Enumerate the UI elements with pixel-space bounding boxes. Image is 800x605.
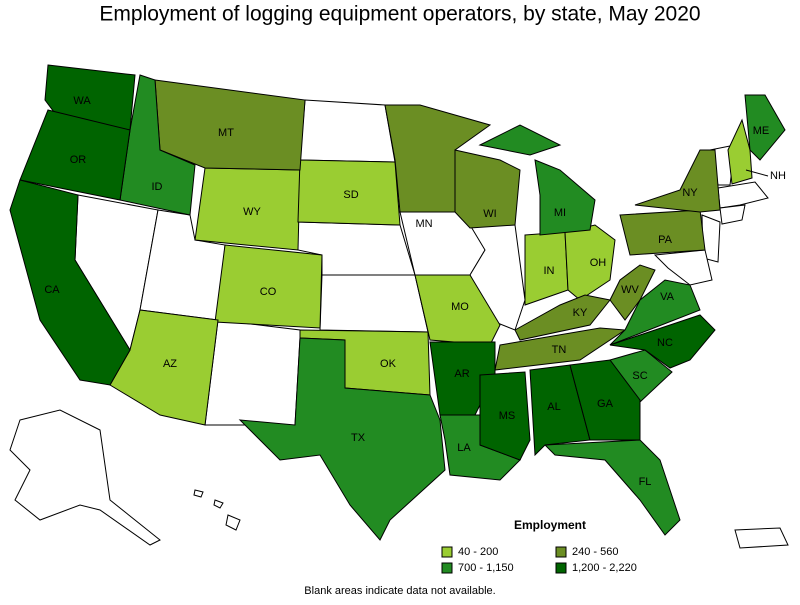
legend-label: 240 - 560 bbox=[572, 546, 618, 558]
state-blank bbox=[299, 99, 396, 163]
state-blank bbox=[204, 319, 301, 426]
states: WY SD CO AZ IN OH MO OK NH MT MN WI TN KY WV PA NY ID MI TX… bbox=[9, 64, 786, 541]
state-label: OH bbox=[590, 257, 607, 269]
state-shape bbox=[494, 327, 627, 371]
state-blank bbox=[719, 204, 746, 225]
state-label: MS bbox=[499, 410, 516, 422]
state-label: ID bbox=[152, 181, 163, 193]
state-shape bbox=[19, 109, 131, 201]
state-label: OK bbox=[380, 358, 397, 370]
state-shape bbox=[214, 244, 323, 329]
legend-label: 40 - 200 bbox=[458, 546, 498, 558]
state-label: MI bbox=[554, 207, 566, 219]
legend-swatch bbox=[441, 546, 453, 558]
hawaii bbox=[193, 489, 241, 531]
state-label: AR bbox=[454, 368, 469, 380]
state-label: ME bbox=[753, 125, 770, 137]
state-label: TX bbox=[351, 432, 366, 444]
alaska bbox=[9, 409, 161, 546]
state-label: CA bbox=[44, 284, 60, 296]
state-label: MO bbox=[451, 301, 469, 313]
state-label: LA bbox=[457, 442, 471, 454]
state-shape bbox=[297, 159, 401, 226]
state-label: NC bbox=[657, 337, 673, 349]
state-label: MN bbox=[415, 218, 432, 230]
state-shape bbox=[543, 439, 681, 536]
state-label: SD bbox=[343, 189, 358, 201]
state-shape bbox=[609, 264, 656, 321]
state-label: AZ bbox=[163, 358, 177, 370]
state-shape bbox=[744, 94, 786, 161]
state-label: FL bbox=[639, 476, 652, 488]
state-label: TN bbox=[552, 344, 567, 356]
state-label: MT bbox=[218, 127, 234, 139]
state-shape bbox=[454, 149, 521, 229]
state-label: WA bbox=[73, 95, 91, 107]
legend-title: Employment bbox=[514, 518, 586, 532]
state-shape bbox=[414, 274, 501, 346]
state-shape bbox=[727, 118, 753, 185]
state-shape bbox=[529, 364, 591, 457]
state-shape bbox=[154, 79, 306, 171]
state-label: NH bbox=[770, 170, 786, 182]
state-shape bbox=[238, 337, 446, 541]
state-label: VA bbox=[660, 291, 675, 303]
state-label: KY bbox=[573, 307, 588, 319]
legend-label: 700 - 1,150 bbox=[458, 562, 514, 574]
legend-label: 1,200 - 2,220 bbox=[572, 562, 637, 574]
state-label: WY bbox=[243, 206, 261, 218]
legend-swatch bbox=[555, 562, 567, 574]
state-shape bbox=[619, 209, 706, 256]
state-label: AL bbox=[547, 401, 560, 413]
state-shape bbox=[634, 149, 721, 213]
state-label: OR bbox=[70, 154, 87, 166]
map-title: Employment of logging equipment operator… bbox=[99, 3, 700, 26]
state-shape bbox=[9, 179, 131, 386]
state-shape bbox=[609, 314, 716, 369]
state-blank bbox=[653, 249, 713, 286]
legend-swatch bbox=[555, 546, 567, 558]
state-label: SC bbox=[632, 370, 647, 382]
state-label: NY bbox=[682, 187, 698, 199]
state-shape bbox=[569, 359, 641, 441]
state-blank bbox=[717, 181, 769, 209]
state-label: CO bbox=[260, 286, 277, 298]
state-shape bbox=[478, 124, 596, 236]
state-shape bbox=[564, 224, 616, 301]
legend: 40 - 200 240 - 560 700 - 1,150 1,200 - 2,22… bbox=[441, 546, 637, 574]
state-label: PA bbox=[658, 234, 673, 246]
state-shape bbox=[479, 371, 531, 461]
state-label: WI bbox=[483, 208, 496, 220]
legend-swatch bbox=[441, 562, 453, 574]
state-label: IN bbox=[544, 265, 555, 277]
leader-line bbox=[745, 169, 769, 177]
puerto-rico bbox=[734, 527, 789, 549]
state-label: WV bbox=[621, 284, 639, 296]
state-label: GA bbox=[597, 398, 614, 410]
state-blank bbox=[319, 274, 429, 333]
footnote: Blank areas indicate data not available. bbox=[304, 585, 495, 597]
